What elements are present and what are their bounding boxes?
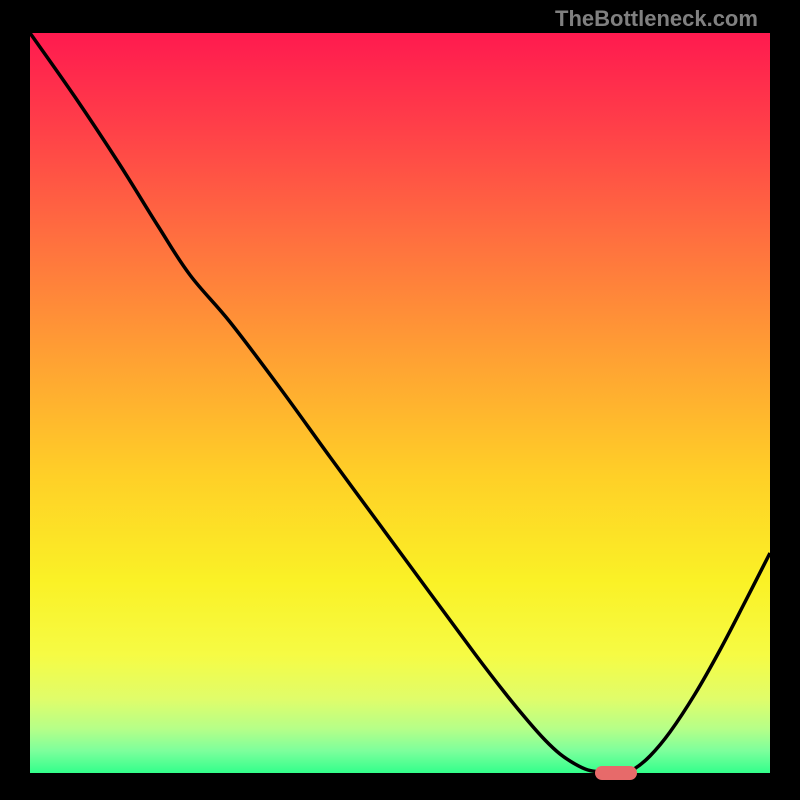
bottleneck-chart: TheBottleneck.com <box>0 0 800 800</box>
optimal-marker <box>595 766 637 780</box>
bottleneck-curve <box>0 0 800 800</box>
watermark-text: TheBottleneck.com <box>555 6 758 32</box>
